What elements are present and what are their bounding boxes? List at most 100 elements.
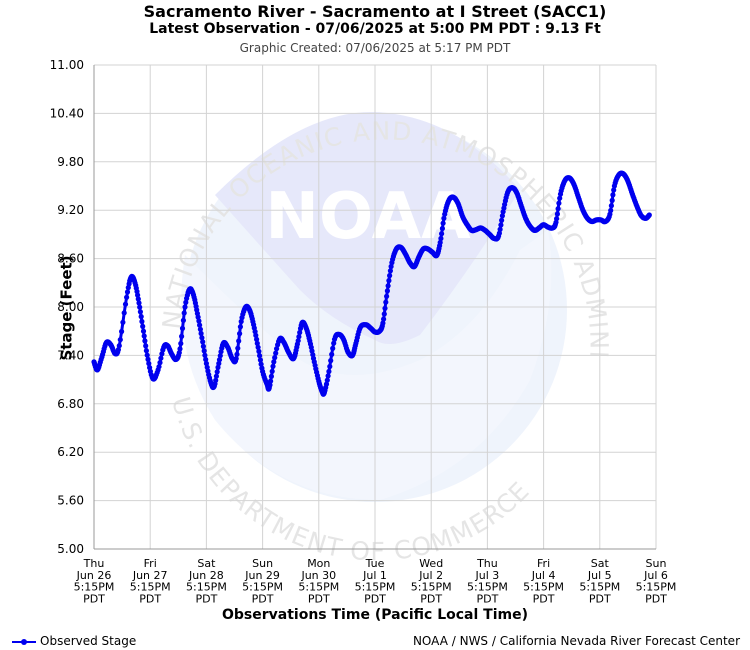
data-point bbox=[177, 346, 183, 352]
x-tick-label-date: Jul 1 bbox=[362, 569, 387, 582]
data-point bbox=[323, 381, 330, 387]
data-point bbox=[181, 310, 187, 316]
data-point bbox=[325, 373, 331, 379]
data-point bbox=[178, 340, 184, 347]
data-point bbox=[236, 338, 242, 344]
data-point bbox=[237, 324, 243, 330]
data-point bbox=[387, 268, 393, 274]
data-point bbox=[199, 335, 205, 341]
x-tick-label-date: Jul 2 bbox=[418, 569, 443, 582]
data-point bbox=[141, 333, 147, 339]
data-point bbox=[203, 356, 209, 363]
y-tick-label: 9.20 bbox=[57, 203, 84, 217]
x-tick-label-day: Fri bbox=[537, 557, 550, 570]
data-point bbox=[297, 329, 303, 336]
x-tick-label-time: 5:15PM bbox=[74, 581, 115, 594]
data-point bbox=[124, 289, 131, 295]
chart-subtitle: Latest Observation - 07/06/2025 at 5:00 … bbox=[149, 21, 601, 37]
data-point bbox=[182, 304, 188, 310]
data-point bbox=[139, 318, 145, 325]
data-point bbox=[555, 206, 561, 212]
data-point bbox=[381, 316, 387, 322]
data-point bbox=[268, 373, 274, 379]
x-tick-label-day: Tue bbox=[365, 557, 385, 570]
x-tick-label-time: 5:15PM bbox=[579, 581, 620, 594]
data-point bbox=[157, 360, 163, 366]
y-tick-label: 6.80 bbox=[57, 397, 84, 411]
data-point bbox=[271, 359, 277, 365]
data-point bbox=[324, 377, 330, 383]
data-point bbox=[142, 338, 148, 344]
data-point bbox=[198, 330, 204, 337]
x-tick-label-date: Jul 4 bbox=[531, 569, 556, 582]
x-tick-label-day: Thu bbox=[83, 557, 105, 570]
data-point bbox=[254, 336, 260, 342]
data-point bbox=[140, 328, 147, 334]
data-point bbox=[200, 343, 206, 349]
data-point bbox=[557, 195, 563, 201]
data-point bbox=[135, 292, 141, 298]
x-tick-label-tz: PDT bbox=[252, 592, 274, 605]
data-point bbox=[439, 231, 445, 237]
x-tick-label-date: Jun 29 bbox=[244, 569, 280, 582]
data-point bbox=[255, 344, 261, 350]
x-tick-label-date: Jul 5 bbox=[587, 569, 612, 582]
data-point bbox=[497, 226, 503, 232]
x-tick-label-tz: PDT bbox=[645, 592, 667, 605]
data-point bbox=[330, 345, 336, 351]
data-point bbox=[183, 299, 189, 305]
data-point bbox=[329, 351, 335, 357]
data-point bbox=[124, 294, 130, 300]
data-point bbox=[233, 356, 239, 362]
data-point bbox=[272, 355, 278, 361]
data-point bbox=[608, 203, 615, 209]
data-point bbox=[197, 322, 203, 328]
x-tick-label-date: Jun 30 bbox=[300, 569, 336, 582]
data-point bbox=[213, 377, 219, 383]
data-point bbox=[238, 318, 244, 325]
data-point bbox=[145, 356, 151, 362]
data-point bbox=[437, 239, 443, 246]
data-point bbox=[119, 328, 125, 335]
data-point bbox=[158, 355, 164, 361]
data-point bbox=[136, 300, 142, 306]
data-point bbox=[498, 222, 504, 228]
x-tick-label-date: Jun 26 bbox=[76, 569, 112, 582]
data-point bbox=[201, 348, 207, 354]
data-point bbox=[120, 319, 126, 325]
graphic-created: Graphic Created: 07/06/2025 at 5:17 PM P… bbox=[239, 41, 511, 55]
chart-title: Sacramento River - Sacramento at I Stree… bbox=[143, 2, 607, 21]
legend-marker bbox=[12, 639, 36, 645]
x-tick-label-day: Sat bbox=[197, 557, 216, 570]
x-tick-label-tz: PDT bbox=[195, 592, 217, 605]
data-point bbox=[195, 314, 201, 320]
data-point bbox=[144, 352, 150, 358]
data-point bbox=[439, 225, 445, 232]
x-tick-label-tz: PDT bbox=[364, 592, 386, 605]
data-point bbox=[235, 345, 241, 351]
x-tick-label-date: Jun 27 bbox=[132, 569, 168, 582]
data-point bbox=[216, 357, 223, 363]
data-point bbox=[256, 348, 262, 354]
noaa-watermark: NOAA NATIONAL OCEANIC AND ATMOSPHERIC AD… bbox=[0, 0, 613, 566]
x-tick-label-day: Sun bbox=[646, 557, 667, 570]
data-point bbox=[135, 296, 141, 302]
x-tick-label-time: 5:15PM bbox=[467, 581, 508, 594]
data-point bbox=[387, 273, 393, 279]
x-tick-label-day: Fri bbox=[144, 557, 157, 570]
data-point bbox=[388, 263, 394, 270]
y-tick-label: 11.00 bbox=[50, 58, 84, 72]
x-tick-label-date: Jun 28 bbox=[188, 569, 224, 582]
data-point bbox=[180, 317, 186, 323]
x-tick-label-time: 5:15PM bbox=[411, 581, 452, 594]
data-point bbox=[257, 357, 263, 363]
data-point bbox=[608, 207, 614, 214]
data-point bbox=[237, 331, 243, 337]
data-point bbox=[137, 304, 143, 310]
y-tick-label: 10.40 bbox=[50, 106, 84, 120]
x-tick-label-day: Wed bbox=[419, 557, 443, 570]
legend-label: Observed Stage bbox=[40, 634, 137, 648]
data-point bbox=[156, 364, 162, 370]
x-tick-label-tz: PDT bbox=[139, 592, 161, 605]
